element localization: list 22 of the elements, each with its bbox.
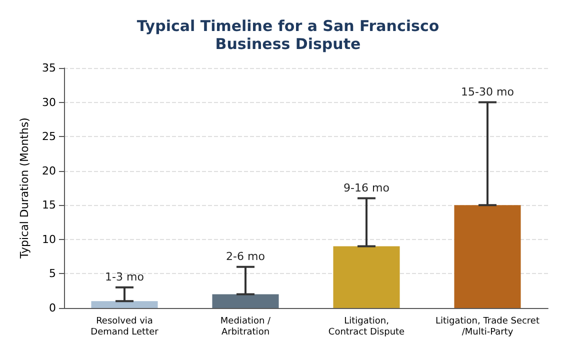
bar bbox=[91, 301, 158, 308]
y-tick-label: 35 bbox=[42, 62, 56, 74]
x-tick-label: Litigation, Trade Secret /Multi-Party bbox=[435, 316, 540, 338]
x-tick-label: Resolved via Demand Letter bbox=[90, 316, 159, 338]
y-tick-label: 30 bbox=[42, 96, 56, 109]
y-tick-label: 5 bbox=[49, 267, 56, 280]
bar bbox=[454, 205, 521, 308]
y-tick-label: 25 bbox=[42, 130, 56, 144]
y-tick-label: 15 bbox=[42, 198, 56, 212]
y-tick-label: 0 bbox=[49, 302, 56, 314]
annotation: 1-3 mo bbox=[105, 270, 144, 284]
x-tick-label: Mediation / Arbitration bbox=[220, 316, 272, 338]
x-tick-label: Litigation, Contract Dispute bbox=[328, 316, 406, 338]
bar bbox=[212, 294, 279, 308]
y-tick-label: 20 bbox=[42, 164, 56, 178]
annotation: 9-16 mo bbox=[344, 181, 390, 194]
annotation: 2-6 mo bbox=[226, 250, 266, 263]
annotation: 15-30 mo bbox=[461, 85, 514, 98]
chart-title: Typical Timeline for a San Francisco Business Dispute bbox=[136, 17, 440, 53]
bar bbox=[333, 246, 400, 308]
y-axis-title: Typical Duration (Months) bbox=[18, 118, 31, 260]
y-tick-label: 10 bbox=[42, 232, 56, 246]
